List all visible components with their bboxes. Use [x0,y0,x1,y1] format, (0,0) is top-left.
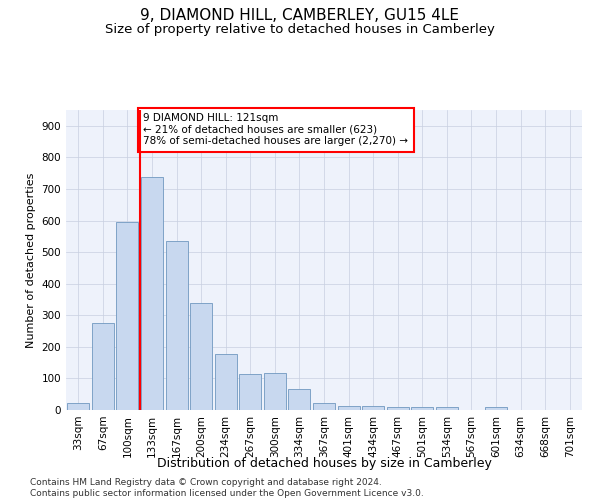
Bar [166,241,188,410]
Bar [313,403,335,410]
Text: 9 DIAMOND HILL: 121sqm
← 21% of detached houses are smaller (623)
78% of semi-de: 9 DIAMOND HILL: 121sqm ← 21% of detached… [143,113,409,146]
Bar [92,323,114,410]
Bar [190,302,212,410]
Text: Distribution of detached houses by size in Camberley: Distribution of detached houses by size … [157,458,491,470]
Bar [485,407,507,410]
Bar [239,374,262,410]
Bar [411,407,433,410]
Y-axis label: Number of detached properties: Number of detached properties [26,172,36,348]
Bar [264,372,286,410]
Text: 9, DIAMOND HILL, CAMBERLEY, GU15 4LE: 9, DIAMOND HILL, CAMBERLEY, GU15 4LE [140,8,460,22]
Bar [67,403,89,410]
Bar [338,406,359,410]
Bar [289,388,310,410]
Bar [386,408,409,410]
Text: Size of property relative to detached houses in Camberley: Size of property relative to detached ho… [105,22,495,36]
Bar [116,222,139,410]
Bar [215,354,237,410]
Bar [362,406,384,410]
Text: Contains HM Land Registry data © Crown copyright and database right 2024.
Contai: Contains HM Land Registry data © Crown c… [30,478,424,498]
Bar [141,177,163,410]
Bar [436,407,458,410]
